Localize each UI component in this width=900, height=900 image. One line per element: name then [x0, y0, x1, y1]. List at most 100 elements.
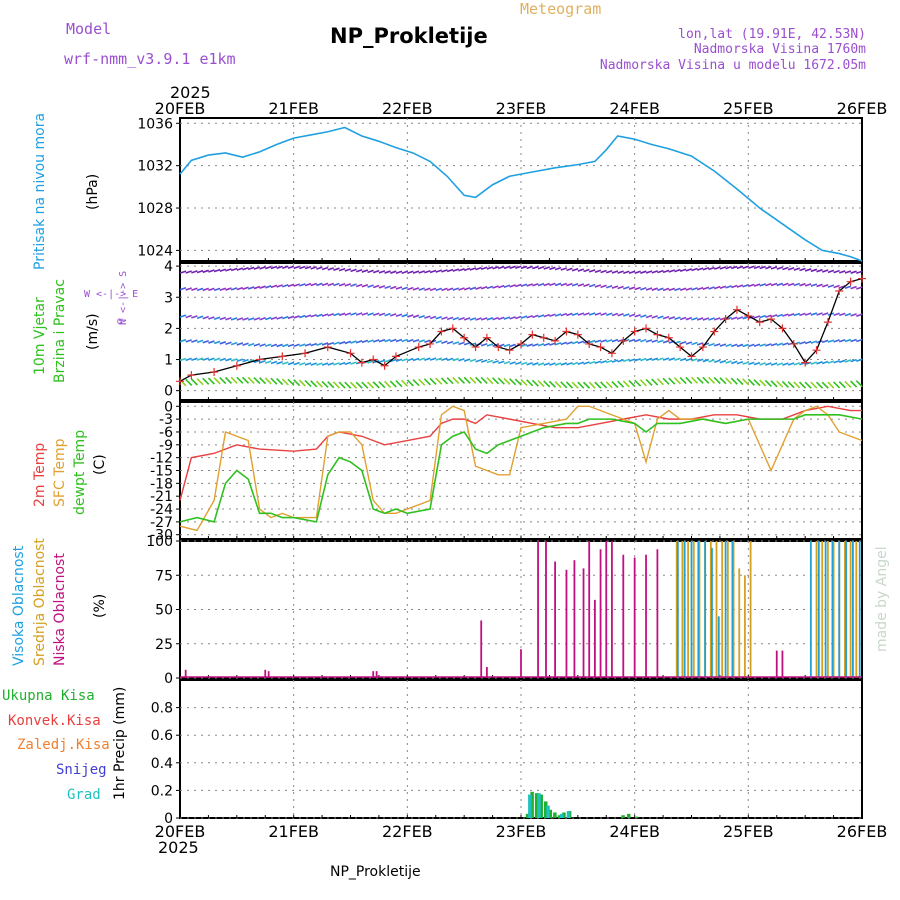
wind-barb	[554, 282, 562, 287]
x-tick-label-top: 25FEB	[723, 99, 774, 118]
wind-barb	[407, 314, 414, 318]
wind-barb	[753, 315, 761, 319]
y-tick-label: -6	[159, 425, 173, 441]
wind-barb	[662, 357, 670, 361]
wind-barb	[662, 269, 670, 274]
wind-barb	[230, 287, 238, 291]
wind-barb	[282, 283, 289, 288]
wind-barb	[498, 360, 505, 365]
wind-gust-marker	[232, 361, 241, 370]
wind-barb	[560, 312, 568, 317]
wind-barb	[696, 267, 704, 271]
wind-barb	[492, 360, 499, 364]
y-tick-label: 75	[155, 568, 173, 584]
wind-barb	[571, 267, 579, 272]
wind-barb	[560, 362, 568, 366]
panel-frame	[179, 679, 863, 819]
y-tick-label: 1036	[137, 116, 173, 132]
wind-barb	[679, 377, 687, 385]
wind-barb	[304, 343, 312, 347]
wind-barb	[463, 286, 471, 291]
wind-barb	[679, 287, 687, 291]
wind-barb	[651, 315, 658, 319]
wind-barb	[219, 268, 227, 273]
wind-label-1: 10m Vjetar	[32, 297, 48, 375]
wind-barb	[526, 283, 533, 287]
wind-barb	[463, 376, 471, 384]
wind-barb	[702, 286, 710, 291]
compass-ns: N <-|-> S	[118, 271, 129, 325]
wind-barb	[423, 378, 431, 386]
wind-barb	[475, 286, 482, 290]
wind-barb	[401, 358, 408, 362]
wind-barb	[418, 378, 426, 386]
wind-barb	[355, 312, 363, 316]
wind-barb	[424, 269, 431, 274]
y-tick-label: 0.2	[151, 783, 173, 799]
wind-gust-marker	[596, 343, 605, 352]
wind-barb	[685, 316, 693, 321]
wind-barb	[390, 358, 397, 363]
footer-title: NP_Prokletije	[330, 864, 421, 880]
wind-barb	[804, 381, 812, 389]
wind-barb	[242, 342, 249, 347]
wind-barb	[270, 360, 278, 365]
wind-barb	[856, 313, 863, 317]
temp-unit: (C)	[92, 454, 108, 475]
wind-barb	[503, 360, 511, 365]
wind-barb	[458, 358, 465, 362]
wind-barb	[395, 313, 403, 317]
wind-barb	[196, 378, 204, 386]
wind-barb	[537, 380, 545, 388]
wind-barb	[725, 360, 732, 364]
wind-barb	[577, 381, 585, 389]
wind-barb	[185, 287, 192, 291]
wind-barb	[838, 381, 846, 389]
wind-barb	[799, 282, 806, 287]
wind-barb	[480, 342, 488, 347]
wind-barb	[452, 287, 460, 291]
wind-barb	[804, 268, 812, 272]
wind-barb	[304, 265, 312, 270]
wind-barb	[310, 266, 317, 270]
wind-barb	[708, 266, 715, 271]
wind-barb	[526, 343, 533, 347]
cloud-unit: (%)	[92, 594, 108, 618]
wind-barb	[611, 359, 619, 363]
wind-barb	[634, 338, 641, 343]
wind-barb	[344, 283, 352, 287]
wind-barb	[793, 381, 801, 389]
y-tick-label: 0.4	[151, 756, 173, 772]
wind-barb	[628, 313, 636, 318]
wind-gust-marker	[642, 324, 651, 333]
x-tick-label-top: 23FEB	[496, 99, 547, 118]
wind-barb	[418, 314, 425, 319]
wind-barb	[731, 316, 738, 321]
wind-barb	[367, 339, 374, 343]
wind-barb	[412, 379, 420, 387]
x-tick-label-top: 22FEB	[382, 99, 433, 118]
wind-gust-marker	[505, 346, 514, 355]
y-tick-label: -30	[150, 528, 173, 544]
wind-barb	[855, 380, 863, 388]
wind-barb	[407, 270, 414, 274]
rain-total-bar	[621, 815, 625, 818]
wind-barb	[798, 381, 807, 389]
wind-gust-marker	[755, 318, 764, 327]
wind-barb	[730, 377, 738, 385]
wind-barb	[594, 269, 602, 273]
wind-barb	[549, 362, 556, 366]
wind-barb	[327, 282, 335, 287]
model-value: wrf-nmm_v3.9.1 e1km	[64, 50, 236, 68]
wind-barb	[645, 314, 653, 319]
wind-barb	[446, 316, 454, 321]
wind-barb	[230, 317, 238, 321]
wind-barb	[657, 339, 664, 344]
wind-gust-marker	[482, 333, 491, 342]
wind-barb	[765, 314, 772, 318]
wind-barb	[657, 269, 664, 274]
wind-barb	[600, 284, 607, 289]
precip-labels: Ukupna Kisa Konvek.Kisa Zaledj.Kisa Snij…	[2, 687, 128, 803]
wind-barb	[207, 377, 215, 385]
wind-barb	[236, 267, 244, 271]
